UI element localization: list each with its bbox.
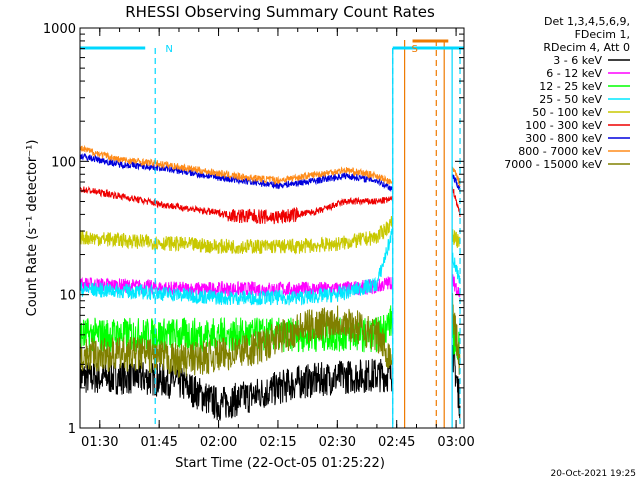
series-line-3-seg-1 bbox=[79, 305, 393, 353]
x-tick-label-2: 01:45 bbox=[140, 435, 177, 450]
series-line-9-seg-2 bbox=[451, 293, 461, 375]
series-line-6-seg-2 bbox=[451, 185, 461, 217]
series-line-4-seg-2 bbox=[451, 252, 461, 284]
legend-label-4: 25 - 50 keV bbox=[539, 93, 602, 106]
chart-title: RHESSI Observing Summary Count Rates bbox=[125, 3, 435, 21]
legend-label-3: 12 - 25 keV bbox=[539, 80, 602, 93]
legend-header-3: RDecim 4, Att 0 bbox=[543, 41, 630, 54]
x-tick-label-1: 01:30 bbox=[81, 435, 118, 450]
series-line-8-seg-1 bbox=[79, 144, 393, 186]
axes-layer: 01:30 01:45 02:00 02:15 02:30 02:45 03:00 1 10 10… bbox=[43, 22, 475, 450]
legend-label-1: 3 - 6 keV bbox=[553, 54, 602, 67]
plot-frame bbox=[79, 27, 465, 429]
annotation-n: N bbox=[165, 44, 172, 55]
series-line-2-seg-1 bbox=[79, 276, 393, 299]
y-tick-label-2: 10 bbox=[59, 289, 76, 304]
x-tick-label-3: 02:00 bbox=[200, 435, 237, 450]
legend-label-2: 6 - 12 keV bbox=[546, 67, 602, 80]
series-line-5-seg-2 bbox=[451, 229, 461, 248]
x-tick-label-6: 02:45 bbox=[378, 435, 415, 450]
series-layer bbox=[79, 144, 461, 421]
legend-header-1: Det 1,3,4,5,6,9, bbox=[544, 15, 630, 28]
series-line-6-seg-1 bbox=[79, 185, 393, 225]
legend-label-9: 7000 - 15000 keV bbox=[504, 158, 602, 171]
timestamp: 20-Oct-2021 19:25 bbox=[551, 469, 636, 479]
legend-label-6: 100 - 300 keV bbox=[525, 119, 602, 132]
y-axis-label: Count Rate (s⁻¹ detector⁻¹) bbox=[25, 140, 40, 317]
x-tick-label-5: 02:30 bbox=[319, 435, 356, 450]
legend-label-5: 50 - 100 keV bbox=[532, 106, 602, 119]
x-tick-label-7: 03:00 bbox=[437, 435, 474, 450]
y-tick-label-1: 1 bbox=[68, 422, 76, 437]
legend-label-8: 800 - 7000 keV bbox=[518, 145, 602, 158]
series-line-7-seg-2 bbox=[451, 174, 461, 190]
y-tick-label-4: 1000 bbox=[43, 22, 76, 37]
legend: Det 1,3,4,5,6,9,FDecim 1,RDecim 4, Att 0… bbox=[504, 15, 630, 171]
annotation-s: S bbox=[411, 44, 417, 55]
x-axis-label: Start Time (22-Oct-05 01:25:22) bbox=[175, 456, 385, 471]
legend-label-7: 300 - 800 keV bbox=[525, 132, 602, 145]
series-line-8-seg-2 bbox=[451, 166, 461, 187]
series-line-7-seg-1 bbox=[79, 153, 393, 193]
series-line-4-seg-1 bbox=[79, 226, 393, 306]
y-tick-label-3: 100 bbox=[51, 155, 76, 170]
series-line-2-seg-2 bbox=[451, 274, 461, 298]
x-tick-label-4: 02:15 bbox=[259, 435, 296, 450]
series-line-1-seg-2 bbox=[451, 343, 461, 419]
series-line-9-seg-1 bbox=[79, 305, 393, 378]
series-line-5-seg-1 bbox=[79, 215, 393, 255]
legend-header-2: FDecim 1, bbox=[575, 28, 630, 41]
